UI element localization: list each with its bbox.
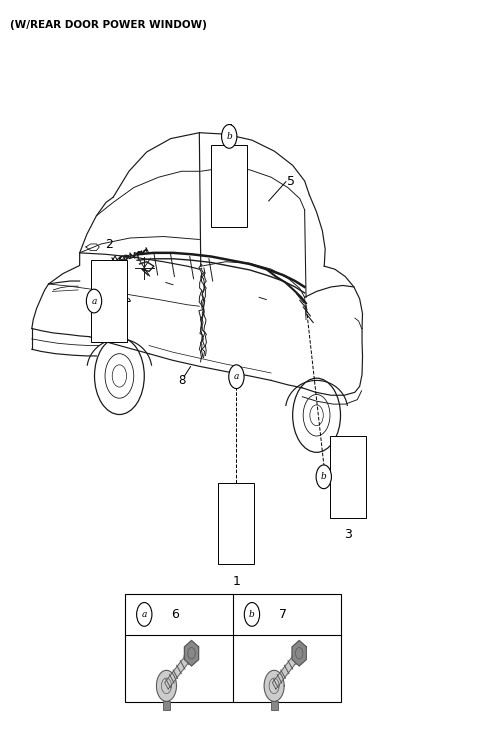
Text: 1: 1 bbox=[232, 574, 240, 588]
Text: 6: 6 bbox=[171, 608, 180, 621]
Text: 4: 4 bbox=[225, 123, 233, 137]
Circle shape bbox=[222, 125, 237, 149]
Text: b: b bbox=[249, 610, 255, 619]
Polygon shape bbox=[165, 650, 193, 689]
Circle shape bbox=[86, 289, 102, 313]
Polygon shape bbox=[184, 640, 199, 666]
Text: 5: 5 bbox=[287, 175, 295, 188]
Text: 2: 2 bbox=[105, 239, 112, 251]
Text: 8: 8 bbox=[178, 374, 185, 387]
Bar bbox=[330, 436, 366, 518]
Text: b: b bbox=[321, 473, 326, 481]
Bar bbox=[125, 594, 340, 701]
Circle shape bbox=[108, 276, 116, 288]
Circle shape bbox=[316, 465, 331, 489]
Polygon shape bbox=[264, 670, 284, 701]
Text: a: a bbox=[91, 296, 96, 305]
Circle shape bbox=[101, 265, 109, 277]
Circle shape bbox=[105, 270, 112, 282]
Polygon shape bbox=[272, 650, 301, 689]
Text: a: a bbox=[234, 372, 239, 381]
Text: b: b bbox=[227, 132, 232, 141]
Bar bbox=[218, 483, 254, 565]
Circle shape bbox=[229, 365, 244, 389]
Circle shape bbox=[137, 603, 152, 626]
Bar bbox=[163, 701, 170, 710]
Bar bbox=[271, 701, 277, 710]
Bar bbox=[91, 260, 127, 342]
Circle shape bbox=[244, 603, 260, 626]
Text: 7: 7 bbox=[279, 608, 287, 621]
Text: 3: 3 bbox=[344, 528, 352, 541]
Text: (W/REAR DOOR POWER WINDOW): (W/REAR DOOR POWER WINDOW) bbox=[10, 20, 207, 30]
Polygon shape bbox=[156, 670, 177, 701]
Bar bbox=[211, 146, 247, 227]
Text: a: a bbox=[142, 610, 147, 619]
Polygon shape bbox=[292, 640, 306, 666]
